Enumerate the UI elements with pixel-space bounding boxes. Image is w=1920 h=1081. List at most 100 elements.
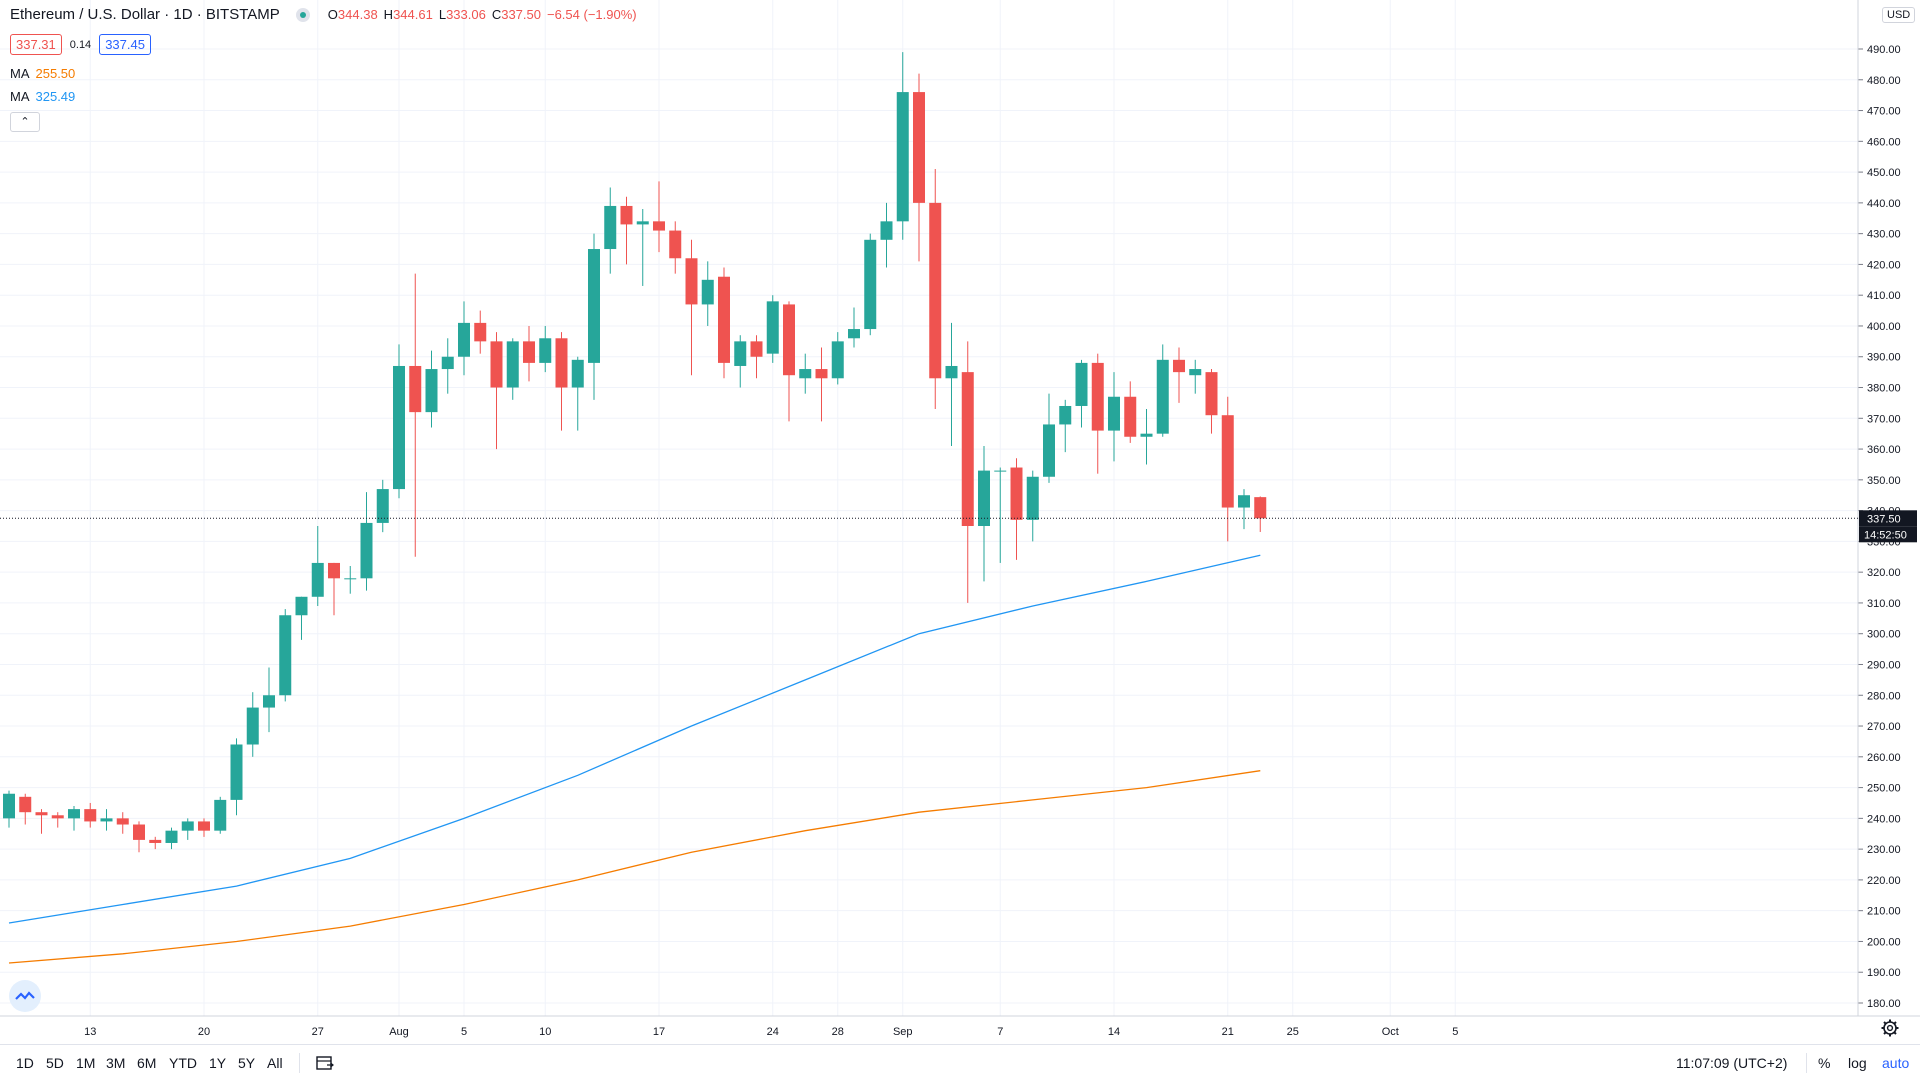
candle-body [1043, 424, 1055, 477]
grid [0, 0, 1858, 1016]
calendar-icon[interactable] [316, 1055, 334, 1071]
candle-body [474, 322, 487, 342]
candle-body [929, 202, 942, 379]
candle-body [913, 92, 925, 203]
candle-body [880, 221, 893, 240]
candle-body [718, 276, 730, 363]
candles [3, 52, 1267, 853]
candle-body [181, 821, 194, 831]
x-tick-label: 7 [997, 1026, 1003, 1038]
y-tick-label: 220.00 [1867, 875, 1901, 887]
candle-body [458, 322, 470, 357]
x-tick-label: 5 [461, 1026, 467, 1038]
candle-body [328, 562, 340, 579]
y-tick-label: 400.00 [1867, 321, 1901, 333]
candle-body [994, 470, 1007, 472]
candle-body [441, 356, 454, 370]
auto-scale-button[interactable]: auto [1882, 1055, 1910, 1071]
candle-body [1091, 362, 1104, 431]
candle-body [84, 809, 97, 822]
candle-body [978, 470, 990, 526]
candle-body [653, 221, 665, 231]
ohlc-high: H344.61 [383, 7, 433, 22]
buy-price-button[interactable]: 337.45 [99, 34, 151, 55]
spread-value: 0.14 [69, 38, 92, 51]
candle-body [393, 365, 405, 490]
y-tick-label: 250.00 [1867, 783, 1901, 795]
chevron-up-icon[interactable]: ⌃ [10, 112, 40, 132]
candle-body [636, 221, 649, 225]
y-tick-label: 230.00 [1867, 844, 1901, 856]
candle-body [360, 522, 373, 579]
y-tick-label: 180.00 [1867, 998, 1901, 1010]
range-ytd-button[interactable]: YTD [169, 1055, 197, 1071]
y-tick-label: 460.00 [1867, 136, 1901, 148]
candle-body [555, 338, 568, 388]
candle-body [100, 818, 113, 822]
x-tick-label: 20 [198, 1026, 210, 1038]
y-tick-label: 310.00 [1867, 598, 1901, 610]
currency-badge[interactable]: USD [1882, 7, 1916, 23]
candle-body [19, 796, 32, 813]
x-tick-label: 13 [84, 1026, 96, 1038]
tradingview-logo-icon[interactable] [9, 980, 41, 1012]
candle-body [51, 815, 64, 819]
ma-fast-legend[interactable]: MA 325.49 [10, 89, 76, 104]
candle-body [1010, 467, 1023, 520]
x-tick-label: 24 [767, 1026, 779, 1038]
ma-slow-legend[interactable]: MA 255.50 [10, 66, 76, 81]
y-tick-label: 290.00 [1867, 659, 1901, 671]
candle-body [701, 279, 714, 305]
candle-body [766, 301, 779, 354]
range-all-button[interactable]: All [267, 1055, 283, 1071]
candle-body [506, 341, 519, 388]
candle-body [376, 489, 389, 523]
y-tick-label: 210.00 [1867, 906, 1901, 918]
range-3m-button[interactable]: 3M [106, 1055, 126, 1071]
last-price-box [1859, 510, 1917, 527]
moving-averages [8, 554, 1261, 964]
y-tick-label: 240.00 [1867, 813, 1901, 825]
candle-body [1124, 396, 1137, 437]
ohlc-open: O344.38 [327, 7, 378, 22]
y-tick-label: 190.00 [1867, 967, 1901, 979]
candle-body [149, 839, 162, 843]
x-tick-label: 21 [1222, 1026, 1234, 1038]
countdown-label: 14:52:50 [1864, 529, 1907, 541]
candle-body [848, 329, 860, 339]
candle-body [1075, 362, 1088, 406]
candle-body [961, 372, 974, 526]
percent-scale-button[interactable]: % [1818, 1055, 1831, 1071]
candle-body [214, 799, 227, 831]
candle-body [1140, 433, 1153, 437]
log-scale-button[interactable]: log [1848, 1055, 1867, 1071]
candle-body [230, 744, 243, 800]
candle-body [1254, 497, 1267, 519]
candle-body [490, 341, 503, 388]
y-tick-label: 350.00 [1867, 475, 1901, 487]
range-5y-button[interactable]: 5Y [238, 1055, 256, 1071]
range-1y-button[interactable]: 1Y [209, 1055, 227, 1071]
x-tick-label: 28 [832, 1026, 844, 1038]
clock-timezone[interactable]: 11:07:09 (UTC+2) [1676, 1055, 1788, 1071]
candle-body [523, 341, 535, 363]
range-6m-button[interactable]: 6M [137, 1055, 157, 1071]
x-tick-label: 5 [1452, 1026, 1458, 1038]
candle-body [1059, 405, 1072, 425]
gear-icon[interactable] [1880, 1018, 1900, 1038]
candle-body [1156, 359, 1169, 434]
symbol-title[interactable]: Ethereum / U.S. Dollar · 1D · BITSTAMP [10, 6, 280, 23]
y-tick-label: 410.00 [1867, 290, 1901, 302]
candle-body [133, 824, 145, 840]
range-5d-button[interactable]: 5D [46, 1055, 64, 1071]
range-1m-button[interactable]: 1M [76, 1055, 96, 1071]
y-tick-label: 380.00 [1867, 383, 1901, 395]
y-tick-label: 200.00 [1867, 936, 1901, 948]
candlestick-chart[interactable]: 180.00190.00200.00210.00220.00230.00240.… [0, 0, 1920, 1044]
x-tick-label: 10 [539, 1026, 551, 1038]
toolbar-divider [299, 1053, 300, 1073]
candle-body [311, 562, 324, 597]
range-1d-button[interactable]: 1D [16, 1055, 34, 1071]
y-tick-label: 430.00 [1867, 229, 1901, 241]
sell-price-button[interactable]: 337.31 [10, 34, 62, 55]
